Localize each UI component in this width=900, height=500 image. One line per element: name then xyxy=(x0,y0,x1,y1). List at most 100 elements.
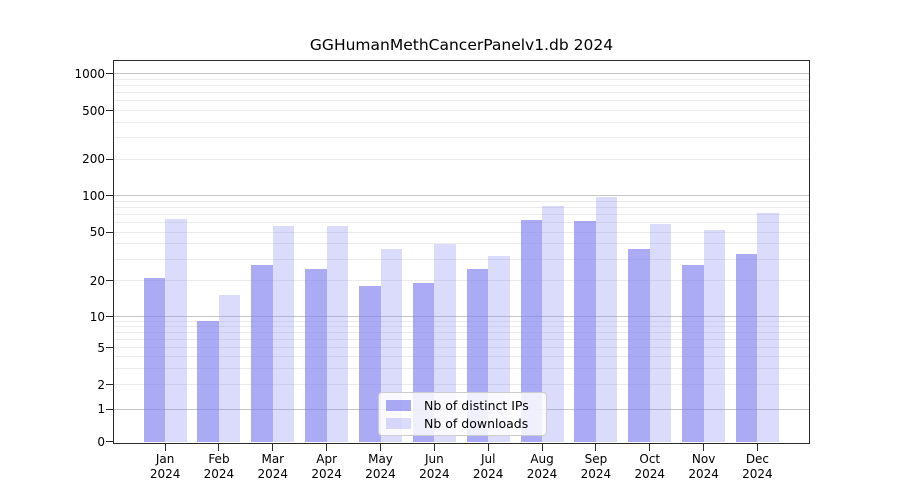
bar-distinct-ips-feb xyxy=(197,321,219,443)
gridline-y-80 xyxy=(113,206,810,208)
gridline-y-300 xyxy=(113,137,810,139)
gridline-y-2 xyxy=(113,384,810,385)
gridline-y-90 xyxy=(113,200,810,202)
y-tick-1 xyxy=(106,408,113,410)
y-tick-label-200: 200 xyxy=(82,152,105,166)
bar-distinct-ips-aug xyxy=(520,219,543,443)
y-tick-label-20: 20 xyxy=(89,273,105,288)
bar-distinct-ips-sep xyxy=(574,220,596,443)
legend-swatch-downloads xyxy=(386,417,411,429)
x-tick-may xyxy=(380,443,381,451)
gridline-y-400 xyxy=(113,121,810,123)
y-tick-5 xyxy=(106,347,113,348)
gridline-y-40 xyxy=(113,243,810,245)
bar-downloads-oct xyxy=(649,224,672,443)
bar-distinct-ips-nov xyxy=(682,264,704,443)
bar-downloads-mar xyxy=(272,226,295,443)
gridline-y-50 xyxy=(113,231,810,233)
x-tick-label-oct: Oct 2024 xyxy=(634,452,666,481)
gridline-y-3 xyxy=(113,367,810,369)
gridline-y-700 xyxy=(113,92,810,94)
chart-title: GGHumanMethCancerPanelv1.db 2024 xyxy=(309,36,614,54)
x-tick-label-jan: Jan 2024 xyxy=(149,452,181,481)
x-tick-label-aug: Aug 2024 xyxy=(526,452,558,481)
gridline-y-60 xyxy=(113,221,810,223)
bar-distinct-ips-mar xyxy=(251,264,273,443)
bar-distinct-ips-apr xyxy=(305,268,327,443)
y-tick-2 xyxy=(106,384,113,385)
x-tick-mar xyxy=(272,443,274,451)
legend-row-distinct-ips: Nb of distinct IPs xyxy=(386,398,546,413)
y-tick-50 xyxy=(106,231,113,233)
y-tick-label-2: 2 xyxy=(97,377,105,392)
gridline-y-1000 xyxy=(113,73,810,74)
bar-distinct-ips-may xyxy=(359,285,381,443)
gridline-y-8 xyxy=(113,325,810,327)
gridline-y-800 xyxy=(113,84,810,86)
x-tick-aug xyxy=(541,443,543,451)
gridline-y-20 xyxy=(113,280,810,281)
legend-label-downloads: Nb of downloads xyxy=(424,415,529,431)
y-tick-label-1: 1 xyxy=(97,402,105,416)
y-tick-500 xyxy=(106,110,113,111)
gridline-y-200 xyxy=(113,158,810,160)
x-tick-feb xyxy=(218,443,220,451)
legend: Nb of distinct IPs Nb of downloads xyxy=(378,392,547,436)
legend-swatch-distinct-ips xyxy=(386,399,411,411)
x-tick-label-feb: Feb 2024 xyxy=(203,452,235,481)
gridline-y-4 xyxy=(113,356,810,357)
gridline-y-100 xyxy=(113,195,810,196)
y-tick-20 xyxy=(106,280,113,281)
y-tick-100 xyxy=(106,195,113,196)
x-tick-label-sep: Sep 2024 xyxy=(580,452,612,481)
gridline-y-900 xyxy=(113,78,810,80)
y-tick-label-10: 10 xyxy=(89,309,105,324)
bar-downloads-sep xyxy=(595,196,618,443)
x-tick-label-mar: Mar 2024 xyxy=(257,452,289,481)
gridline-y-7 xyxy=(113,331,810,333)
x-tick-nov xyxy=(703,443,705,451)
gridline-y-600 xyxy=(113,100,810,102)
y-tick-200 xyxy=(106,158,113,160)
y-tick-label-5: 5 xyxy=(97,340,105,355)
x-tick-label-may: May 2024 xyxy=(365,452,396,481)
x-tick-label-jun: Jun 2024 xyxy=(419,452,450,481)
x-tick-oct xyxy=(649,443,651,451)
x-tick-label-jul: Jul 2024 xyxy=(472,452,504,481)
y-tick-1000 xyxy=(106,73,113,74)
x-tick-dec xyxy=(756,443,758,451)
y-tick-0 xyxy=(106,441,113,442)
y-tick-label-0: 0 xyxy=(97,434,105,449)
x-tick-jan xyxy=(164,443,166,451)
x-tick-jul xyxy=(487,443,489,451)
bar-downloads-feb xyxy=(218,295,241,443)
gridline-y-500 xyxy=(113,110,810,111)
y-tick-label-100: 100 xyxy=(82,188,105,203)
legend-label-distinct-ips: Nb of distinct IPs xyxy=(424,397,529,413)
gridline-y-6 xyxy=(113,338,810,340)
bar-downloads-dec xyxy=(757,212,779,443)
bar-downloads-jan xyxy=(165,219,187,443)
bar-distinct-ips-dec xyxy=(735,253,758,443)
gridline-y-9 xyxy=(113,320,810,322)
gridline-y-70 xyxy=(113,213,810,215)
x-tick-label-nov: Nov 2024 xyxy=(688,452,719,481)
gridline-y-5 xyxy=(113,347,810,348)
y-tick-label-1000: 1000 xyxy=(74,66,105,81)
bar-downloads-nov xyxy=(703,229,726,443)
gridline-y-30 xyxy=(113,258,810,260)
x-tick-apr xyxy=(326,443,328,451)
y-tick-label-500: 500 xyxy=(82,103,105,118)
gridline-y-10 xyxy=(113,316,810,317)
x-tick-label-dec: Dec 2024 xyxy=(742,452,773,481)
y-tick-label-50: 50 xyxy=(89,225,105,239)
x-tick-label-apr: Apr 2024 xyxy=(311,452,342,481)
bar-distinct-ips-oct xyxy=(628,249,650,443)
bar-downloads-apr xyxy=(326,226,349,443)
y-tick-10 xyxy=(106,316,113,317)
legend-row-downloads: Nb of downloads xyxy=(386,416,546,431)
x-tick-sep xyxy=(595,443,597,451)
bar-downloads-aug xyxy=(542,205,564,443)
bar-distinct-ips-jan xyxy=(143,277,166,443)
